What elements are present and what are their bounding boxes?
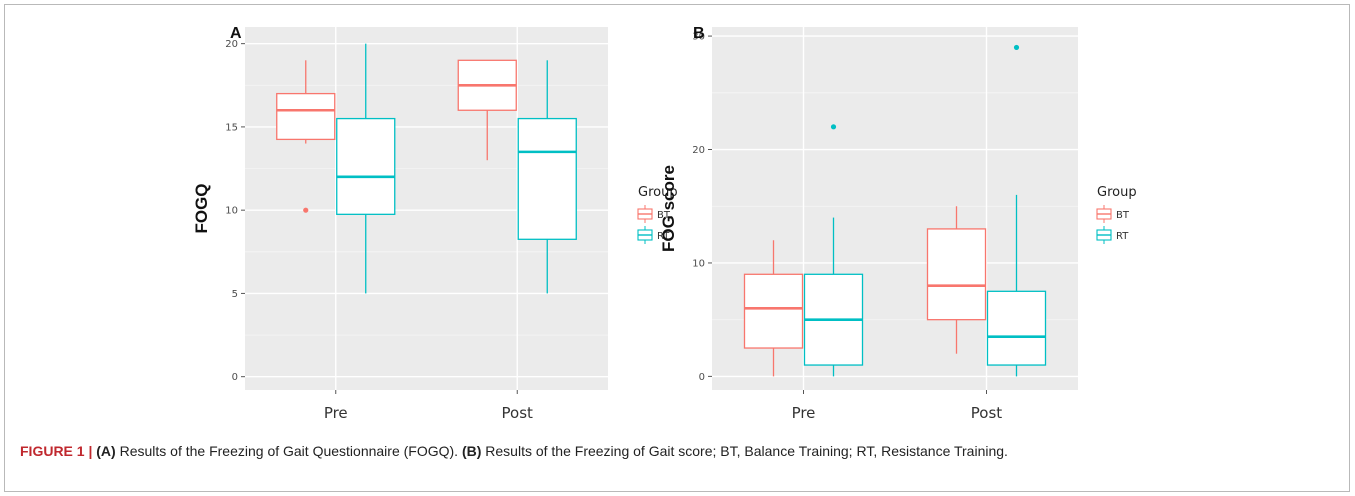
outlier-point bbox=[830, 124, 837, 130]
legend-label-BT: BT bbox=[657, 210, 671, 221]
legend-label-RT: RT bbox=[657, 231, 670, 242]
box-body bbox=[336, 117, 396, 215]
caption-part-a: (A) bbox=[96, 443, 116, 459]
legend-label-BT: BT bbox=[1116, 210, 1130, 221]
legend-key-RT bbox=[637, 226, 653, 244]
figure-caption: FIGURE 1 | (A) Results of the Freezing o… bbox=[20, 443, 1340, 459]
outlier-point bbox=[303, 207, 309, 213]
y-tick-label: 10 bbox=[692, 258, 705, 269]
box-RT-Pre bbox=[803, 124, 864, 377]
caption-part-b: (B) bbox=[461, 443, 482, 459]
y-tick-label: 20 bbox=[692, 145, 705, 156]
y-tick-label: 15 bbox=[225, 122, 238, 133]
box-BT-Post bbox=[926, 206, 987, 354]
caption-text-b: Results of the Freezing of Gait score; B… bbox=[481, 443, 1008, 459]
box-BT-Pre bbox=[743, 240, 804, 377]
box-RT-Pre bbox=[336, 43, 396, 294]
y-tick-label: 30 bbox=[692, 32, 705, 43]
box-RT-Post bbox=[517, 60, 577, 294]
box-BT-Pre bbox=[276, 60, 336, 213]
caption-text-a: Results of the Freezing of Gait Question… bbox=[115, 443, 462, 459]
x-tick-label: Pre bbox=[792, 404, 816, 422]
x-tick-label: Pre bbox=[324, 404, 348, 422]
caption-label: FIGURE 1 | bbox=[20, 443, 93, 459]
panel-label: B bbox=[693, 25, 705, 42]
y-tick-label: 10 bbox=[225, 206, 238, 217]
legend-label-RT: RT bbox=[1116, 231, 1129, 242]
box-body bbox=[276, 92, 336, 141]
y-tick-label: 0 bbox=[699, 372, 705, 383]
box-body bbox=[986, 290, 1047, 366]
box-BT-Post bbox=[457, 59, 517, 161]
y-axis-title: FOG score bbox=[659, 165, 678, 252]
legend-title: Group bbox=[638, 185, 678, 200]
box-body bbox=[926, 228, 987, 321]
y-tick-label: 5 bbox=[232, 289, 238, 300]
legend-key-BT bbox=[637, 205, 653, 223]
y-tick-label: 20 bbox=[225, 39, 238, 50]
figure-frame bbox=[4, 4, 1350, 492]
y-axis-title: FOGQ bbox=[192, 183, 211, 233]
box-body bbox=[517, 117, 577, 240]
legend-key-RT bbox=[1096, 226, 1112, 244]
box-body bbox=[743, 273, 804, 349]
y-tick-label: 0 bbox=[232, 372, 238, 383]
legend-title: Group bbox=[1097, 185, 1137, 200]
x-tick-label: Post bbox=[971, 404, 1003, 422]
outlier-point bbox=[1013, 44, 1020, 51]
legend-key-BT bbox=[1096, 205, 1112, 223]
x-tick-label: Post bbox=[502, 404, 534, 422]
panel-label: A bbox=[230, 25, 242, 42]
box-RT-Post bbox=[986, 44, 1047, 377]
